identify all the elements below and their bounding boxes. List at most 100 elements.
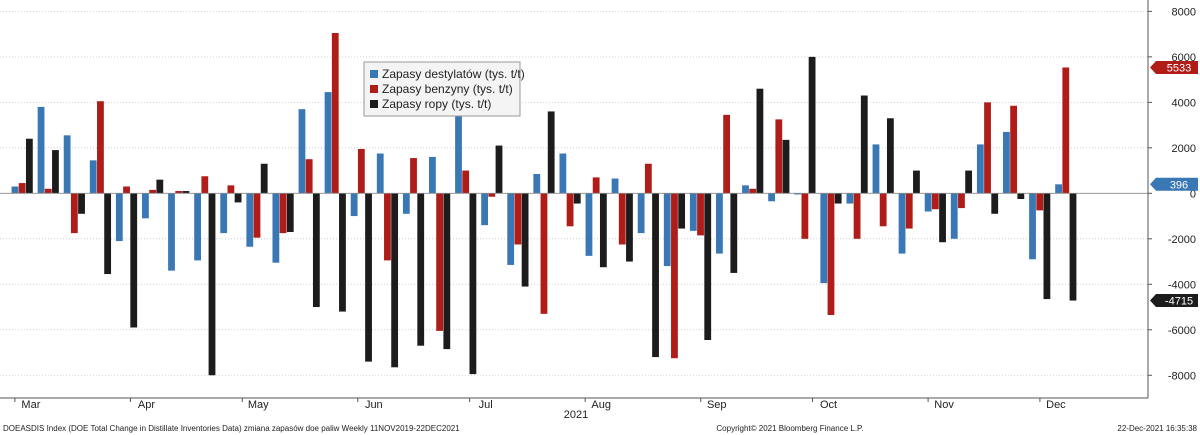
bar [860,95,868,194]
bar [782,139,790,194]
bar [462,170,470,194]
bar [756,88,764,194]
month-label: Oct [820,399,837,411]
bar [931,193,939,210]
bar [898,193,906,254]
bar [1017,193,1025,199]
bar [495,145,503,194]
bar [104,193,112,275]
bar [1036,193,1044,211]
bar [547,111,555,194]
bar [599,193,607,268]
bar [697,193,704,236]
bar [130,193,138,328]
bar [339,193,346,312]
bar [253,193,261,238]
bar [37,106,45,194]
bar [768,193,775,202]
bar [573,193,581,204]
bar [585,193,593,256]
month-label: Nov [934,399,954,411]
bar [260,163,268,194]
month-label: Apr [138,399,155,411]
bar [18,183,26,194]
bar [965,170,973,194]
x-axis: Mar Apr May Jun Jul Aug Sep Oct Nov Dec [14,398,1066,411]
bar [149,189,157,194]
bar [142,193,149,219]
bar [1069,193,1077,301]
bar [1062,67,1070,194]
y-tick-label: -8000 [1168,370,1196,382]
month-label: Jul [479,399,493,411]
bar [455,111,462,194]
bar [716,193,723,254]
y-tick-label: 6000 [1172,52,1196,64]
bar [991,193,999,214]
bar [70,193,78,234]
bar [749,188,757,194]
bar [123,186,130,194]
bar [808,56,816,194]
bar [879,193,887,227]
bar [592,177,600,194]
bar [298,109,306,194]
bar [488,193,496,197]
bar [357,148,365,194]
y-tick-label: 2000 [1172,143,1196,155]
bar [156,179,164,194]
bar [905,193,913,229]
bar [1055,184,1062,194]
bar [331,32,339,194]
bar [913,170,920,194]
bar [305,159,313,194]
y-tick-label: -6000 [1168,325,1196,337]
bar [175,191,183,194]
legend-box [363,61,521,117]
bar [115,193,123,242]
bar [1003,131,1010,194]
bar [402,193,410,214]
bar [730,193,738,273]
bar [78,193,85,214]
bar [820,193,828,284]
bar [689,193,697,231]
bar [559,153,567,194]
legend-swatch [370,70,378,78]
bar [626,193,633,262]
year-label: 2021 [564,409,588,421]
bar [924,193,932,212]
bar [429,156,436,194]
month-label: Sep [707,399,727,411]
month-label: May [248,399,269,411]
bar [723,114,731,194]
bar [671,193,678,359]
legend-entry: Zapasy ropy (tys. t/t) [382,97,491,111]
bar [97,101,104,194]
bar [11,186,19,194]
bar [365,193,372,362]
bar [443,193,451,350]
bar [1010,105,1018,194]
month-label: Mar [21,399,40,411]
bar [312,193,320,308]
bar [507,193,515,265]
bar [801,193,809,239]
bar [950,193,958,239]
bar [168,193,175,271]
bar [853,193,861,239]
legend-swatch [370,85,378,93]
bar [194,193,201,261]
bar [1029,193,1036,260]
y-tick-label: 0 [1190,188,1196,200]
bar [521,193,529,287]
bar [391,193,399,368]
y-tick-label: 4000 [1172,97,1196,109]
bar [234,193,242,203]
bar [25,138,33,194]
gridlines [0,10,1148,376]
bar [540,193,548,314]
bar [246,193,254,247]
bar [827,193,835,315]
bar [886,118,894,194]
